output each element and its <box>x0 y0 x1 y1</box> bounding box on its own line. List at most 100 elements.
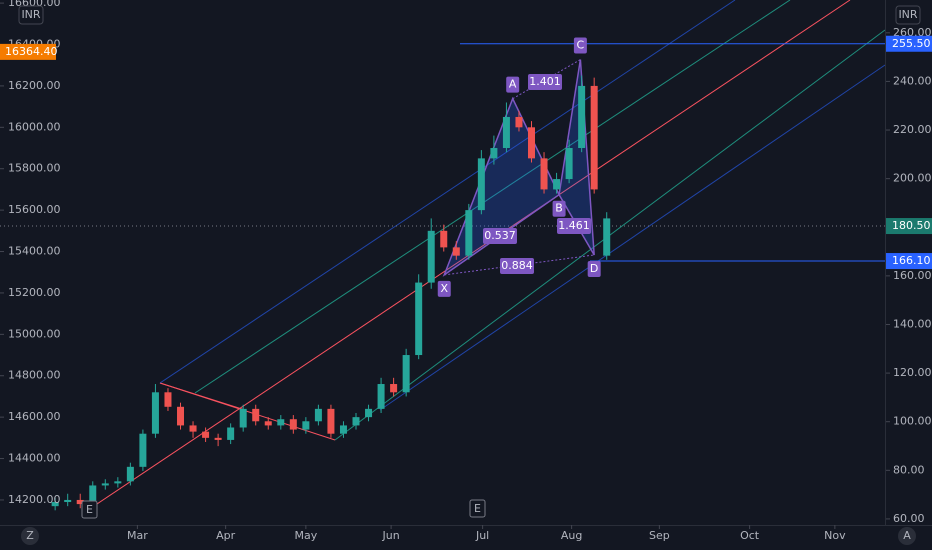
event-box[interactable] <box>81 500 98 519</box>
y-tick-label: 15800.00 <box>8 162 61 175</box>
candle-body <box>502 116 510 149</box>
candle-body <box>578 85 586 149</box>
candle-body <box>465 210 473 256</box>
y-tick-label: 15200.00 <box>8 286 61 299</box>
candle-body <box>339 425 347 434</box>
price-box <box>886 35 932 52</box>
pattern-ratio-line <box>512 59 581 100</box>
ratio-label: 0.884 <box>501 259 533 272</box>
corner-right[interactable]: A <box>903 529 911 542</box>
pattern-ratio-line <box>444 254 595 276</box>
currency-box[interactable] <box>895 5 921 25</box>
candle-body <box>390 384 398 393</box>
candle-body <box>415 282 423 356</box>
y-tick-label: 14400.00 <box>8 452 61 465</box>
candle-body <box>227 427 235 440</box>
currency-box[interactable] <box>18 5 44 25</box>
y-tick-label: 14200.00 <box>8 493 61 506</box>
pattern-point-label: A <box>509 78 517 91</box>
y2-tick-label: 140.00 <box>893 317 932 330</box>
pattern-point-box <box>552 200 566 217</box>
price-label: 180.50 <box>892 219 931 232</box>
price-label: 255.50 <box>892 37 931 50</box>
ratio-box <box>483 228 517 244</box>
candle-body <box>402 355 410 393</box>
pattern-point-label: D <box>590 262 598 275</box>
y-tick-label: 16600.00 <box>8 0 61 9</box>
x-tick-label: May <box>294 529 317 542</box>
candle-body <box>126 466 134 482</box>
fork-median <box>84 0 851 513</box>
ratio-box <box>557 218 591 234</box>
ratio-box <box>500 258 534 274</box>
currency-left[interactable]: INR <box>21 8 40 21</box>
candle-body <box>515 116 523 128</box>
pattern-point-box <box>573 37 587 54</box>
candle-body <box>89 485 97 505</box>
candle-body <box>64 499 72 503</box>
candle-body <box>327 408 335 434</box>
fork-line <box>194 0 791 394</box>
candle-body <box>239 408 247 428</box>
candle-body <box>139 433 147 467</box>
x-tick-label: Aug <box>561 529 582 542</box>
y-tick-label: 15600.00 <box>8 203 61 216</box>
y2-tick-label: 240.00 <box>893 74 932 87</box>
candle-body <box>151 392 159 434</box>
pattern-point-label: B <box>555 202 563 215</box>
y2-tick-label: 160.00 <box>893 269 932 282</box>
candle-body <box>314 408 322 422</box>
candle-body <box>427 230 435 283</box>
candle-body <box>377 384 385 409</box>
fork-handle <box>159 382 246 411</box>
pattern-point-box <box>587 260 601 277</box>
candle-body <box>440 230 448 248</box>
right-axis-bg <box>886 0 932 550</box>
ratio-box <box>528 74 562 90</box>
candle-body <box>528 127 536 159</box>
y-tick-label: 16200.00 <box>8 79 61 92</box>
y2-tick-label: 220.00 <box>893 123 932 136</box>
price-label: 16364.40 <box>5 45 58 58</box>
fork-line <box>159 0 736 384</box>
candle-body <box>277 419 285 426</box>
candle-body <box>365 408 373 418</box>
ratio-label: 0.537 <box>484 229 516 242</box>
candle-body <box>289 419 297 430</box>
plot: X A B C D 1.401 0.537 1.461 0.884 <box>0 37 885 511</box>
candle-body <box>553 179 561 190</box>
candle-body <box>540 158 548 190</box>
candle-body <box>114 481 122 484</box>
x-tick-label: Mar <box>127 529 148 542</box>
corner-button[interactable] <box>898 527 916 545</box>
ratio-label: 1.401 <box>529 75 561 88</box>
currency-right[interactable]: INR <box>898 8 917 21</box>
candle-body <box>352 417 360 426</box>
y2-tick-label: 260.00 <box>893 26 932 39</box>
candle-body <box>202 431 210 438</box>
y2-tick-label: 80.00 <box>893 463 925 476</box>
y2-tick-label: 120.00 <box>893 366 932 379</box>
event-marker[interactable]: E <box>86 503 93 516</box>
candle-body <box>452 247 460 256</box>
event-box[interactable] <box>469 499 486 518</box>
y2-tick-label: 200.00 <box>893 172 932 185</box>
candle-body <box>189 425 197 432</box>
corner-left[interactable]: Z <box>26 529 34 542</box>
event-marker[interactable]: E <box>474 502 481 515</box>
pattern-point-box <box>506 76 520 93</box>
candle-body <box>603 218 611 256</box>
candle-body <box>477 158 485 211</box>
pattern-point-label: X <box>440 282 448 295</box>
candle-body <box>264 421 272 426</box>
corner-button[interactable] <box>21 527 39 545</box>
candle-body <box>214 437 222 440</box>
candle-body <box>51 502 59 507</box>
ratio-label: 1.461 <box>558 219 590 232</box>
price-label: 166.10 <box>892 254 931 267</box>
candle-body <box>565 148 573 180</box>
